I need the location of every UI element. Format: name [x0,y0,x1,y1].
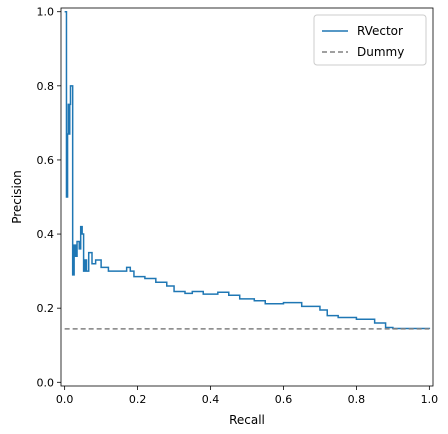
y-axis-label: Precision [10,170,24,224]
y-tick-label: 0.2 [37,302,55,315]
legend-label-dummy: Dummy [357,45,404,59]
legend: RVector Dummy [313,14,427,66]
ticks-layer: 0.0 0.2 0.4 0.6 0.8 1.0 0.0 0.2 0.4 0.6 0.8 1.0 [37,6,439,406]
y-tick-label: 1.0 [37,6,55,19]
x-tick-label: 0.2 [129,393,147,406]
series-layer [64,10,431,330]
x-tick-label: 0.6 [275,393,293,406]
legend-label-rvector: RVector [357,24,403,38]
y-tick-label: 0.8 [37,80,55,93]
x-tick-label: 0.8 [348,393,366,406]
x-axis-label: Recall [229,413,265,427]
x-tick-label: 1.0 [421,393,439,406]
series-line-rvector [64,10,431,330]
y-tick-label: 0.4 [37,228,55,241]
y-tick-label: 0.0 [37,376,55,389]
y-tick-label: 0.6 [37,154,55,167]
x-tick-label: 0.0 [56,393,74,406]
axes-frame [60,7,434,387]
x-tick-label: 0.4 [202,393,220,406]
